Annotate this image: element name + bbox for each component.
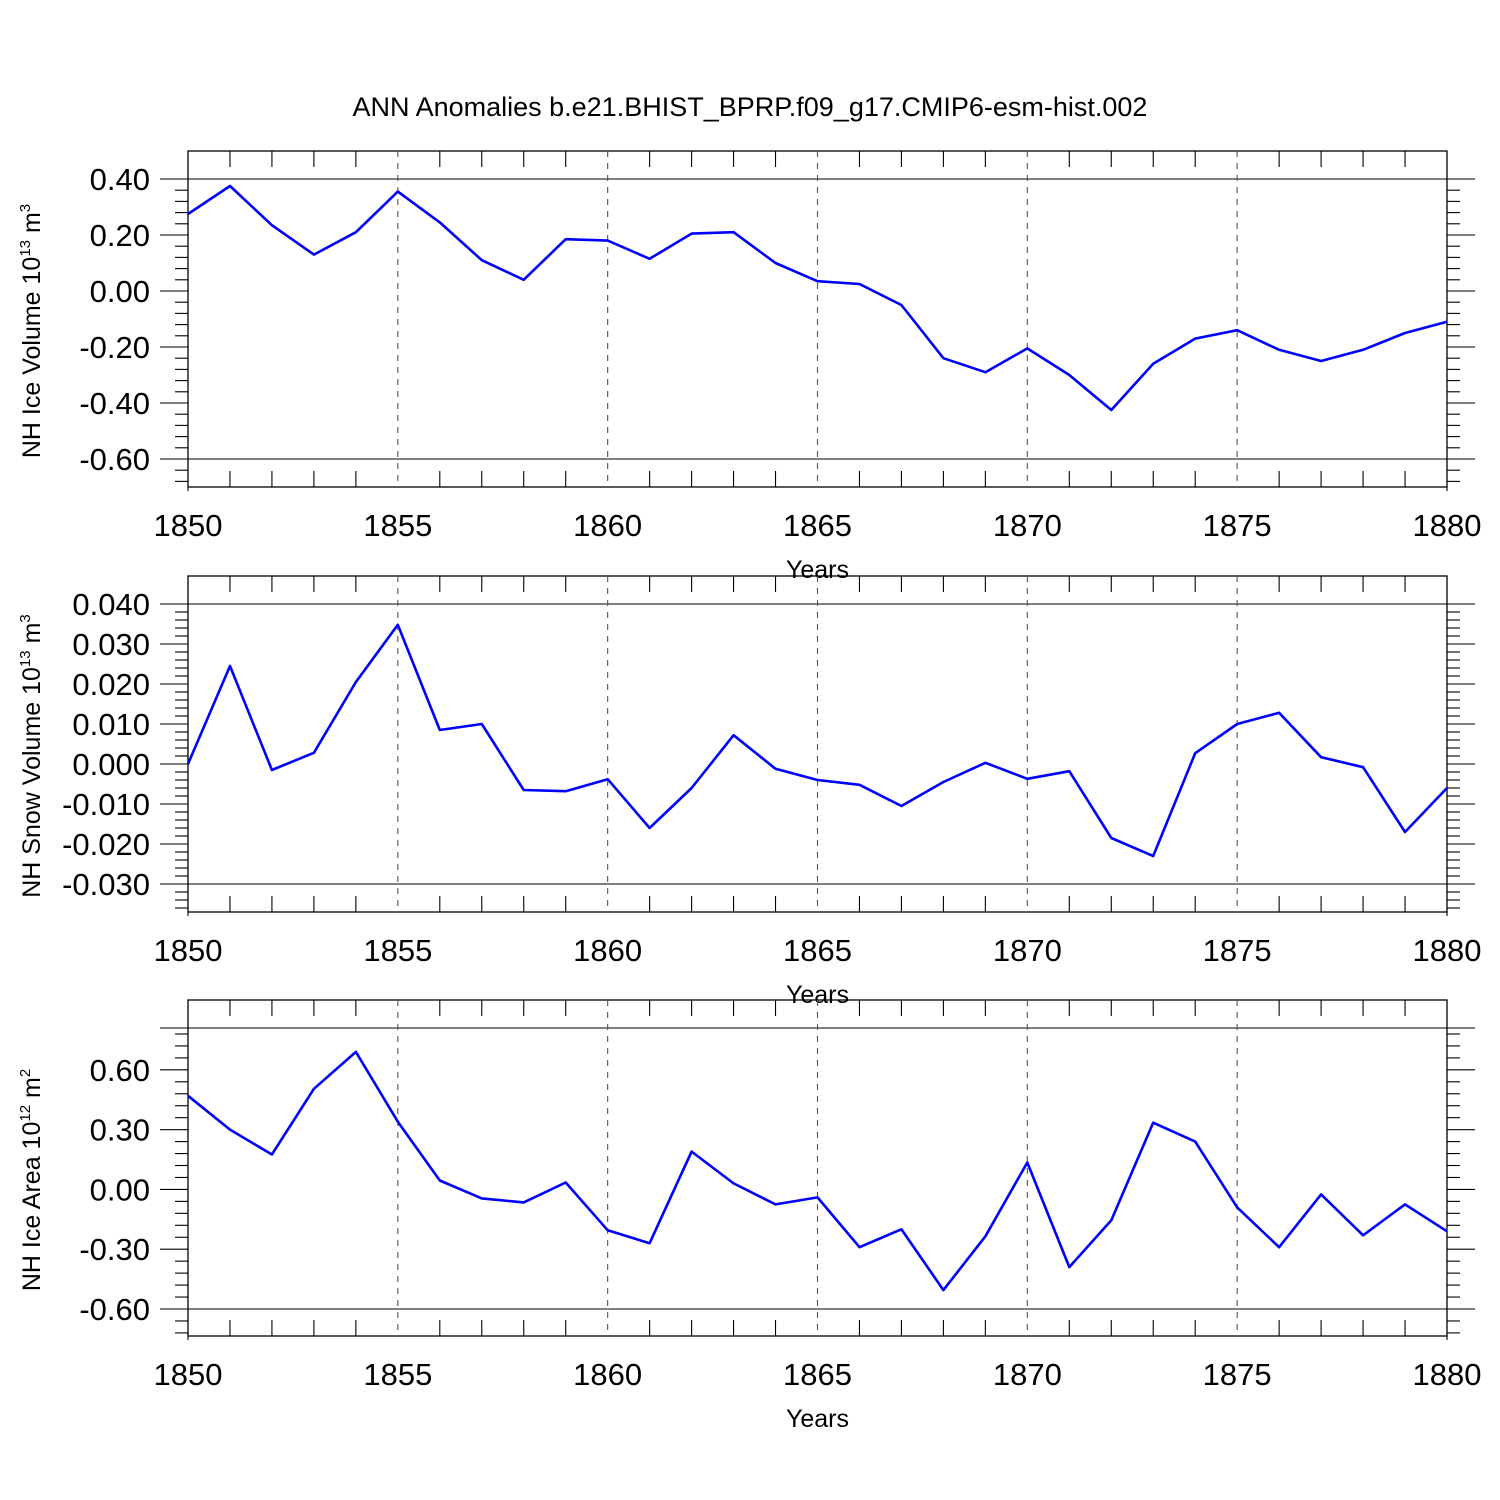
chart-panel-1: 1850 1855 1860 1865 1870 1875 1880 -0.60 -0.40 -0… [17,150,1482,584]
y-axis-title-superscript: 13 [17,240,34,257]
data-series-line [187,184,1448,412]
x-tick-label: 1860 [573,933,642,968]
y-tick-label: 0.40 [90,162,150,197]
x-tick-label: 1855 [363,1357,432,1392]
y-axis-title-text: m [18,1077,46,1105]
x-tick-label: 1880 [1413,933,1482,968]
x-tick-label: 1875 [1203,1357,1272,1392]
y-axis-title-superscript: 12 [17,1105,34,1122]
y-tick-label: 0.60 [90,1053,150,1088]
x-tick-label: 1850 [154,933,223,968]
x-tick-label: 1875 [1203,933,1272,968]
y-axis-title-superscript: 13 [17,650,34,667]
y-axis-title-superscript: 2 [17,1069,34,1077]
x-tick-label: 1855 [363,933,432,968]
x-tick-label: 1880 [1413,508,1482,543]
y-tick-label: 0.00 [90,274,150,309]
y-tick-label: -0.60 [79,442,150,477]
chart-panel-2: 1850 1855 1860 1865 1870 1875 1880 -0.030 -0.020… [17,575,1482,1009]
y-axis-title-text: m [18,212,46,240]
data-series-line [187,1050,1448,1292]
y-tick-label: 0.040 [72,587,150,622]
x-axis-title: Years [786,1405,849,1433]
y-tick-label: -0.40 [79,386,150,421]
y-tick-label: 0.20 [90,218,150,253]
y-tick-label: 0.00 [90,1172,150,1207]
y-tick-label: 0.000 [72,747,150,782]
y-tick-label: -0.020 [62,827,150,862]
y-tick-label: -0.30 [79,1232,150,1267]
y-tick-label: 0.30 [90,1113,150,1148]
y-axis-title: NH Ice Area 1012 m2 [17,1069,46,1291]
x-tick-label: 1850 [154,1357,223,1392]
x-tick-label: 1850 [154,508,223,543]
y-tick-label: 0.020 [72,667,150,702]
y-tick-label: -0.010 [62,787,150,822]
data-series-line [186,623,1448,858]
x-tick-label: 1855 [363,508,432,543]
x-tick-label: 1880 [1413,1357,1482,1392]
y-tick-label: -0.030 [62,867,150,902]
chart-title: ANN Anomalies b.e21.BHIST_BPRP.f09_g17.C… [353,92,1148,122]
x-tick-label: 1870 [993,1357,1062,1392]
x-tick-label: 1870 [993,933,1062,968]
y-axis-title: NH Ice Volume 1013 m3 [17,204,46,458]
y-axis-title: NH Snow Volume 1013 m3 [17,614,46,898]
y-tick-label: -0.20 [79,330,150,365]
y-axis-title-superscript: 3 [17,204,34,212]
y-axis-title-text: NH Snow Volume 10 [18,667,46,898]
x-tick-label: 1860 [573,1357,642,1392]
y-axis-title-superscript: 3 [17,614,34,622]
x-tick-label: 1865 [783,1357,852,1392]
x-tick-label: 1875 [1203,508,1272,543]
x-tick-label: 1870 [993,508,1062,543]
y-tick-label: -0.60 [79,1292,150,1327]
y-axis-title-text: NH Ice Area 10 [18,1122,46,1292]
y-axis-title-text: NH Ice Volume 10 [18,257,46,459]
x-tick-label: 1865 [783,508,852,543]
chart-panel-3: 1850 1855 1860 1865 1870 1875 1880 -0.60 -0.30 0.… [17,999,1482,1433]
panels: 1850 1855 1860 1865 1870 1875 1880 -0.60 -0.40 -0… [17,150,1482,1433]
y-axis-title-text: m [18,623,46,651]
x-tick-label: 1860 [573,508,642,543]
y-tick-label: 0.010 [72,707,150,742]
x-tick-label: 1865 [783,933,852,968]
y-tick-label: 0.030 [72,627,150,662]
